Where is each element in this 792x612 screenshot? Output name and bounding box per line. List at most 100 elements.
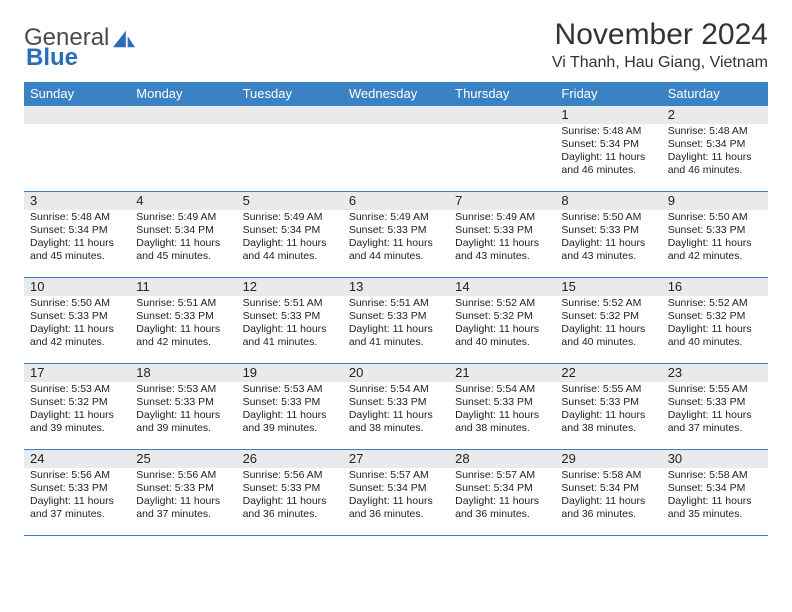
daylight-label: Daylight: 11 hours and 44 minutes. — [349, 237, 443, 263]
daylight-label: Daylight: 11 hours and 46 minutes. — [668, 151, 762, 177]
daylight-label: Daylight: 11 hours and 42 minutes. — [668, 237, 762, 263]
calendar-day-cell — [130, 106, 236, 192]
sunset-label: Sunset: 5:33 PM — [668, 224, 762, 237]
sunrise-label: Sunrise: 5:53 AM — [243, 383, 337, 396]
sunset-label: Sunset: 5:33 PM — [136, 482, 230, 495]
sunrise-label: Sunrise: 5:58 AM — [668, 469, 762, 482]
day-details: Sunrise: 5:53 AMSunset: 5:32 PMDaylight:… — [24, 382, 130, 439]
day-details: Sunrise: 5:48 AMSunset: 5:34 PMDaylight:… — [555, 124, 661, 181]
day-number: 8 — [555, 192, 661, 210]
sunrise-label: Sunrise: 5:57 AM — [349, 469, 443, 482]
sunset-label: Sunset: 5:32 PM — [561, 310, 655, 323]
calendar-page: General November 2024 Vi Thanh, Hau Gian… — [0, 0, 792, 548]
sunset-label: Sunset: 5:33 PM — [243, 396, 337, 409]
calendar-day-cell — [237, 106, 343, 192]
calendar-day-cell: 18Sunrise: 5:53 AMSunset: 5:33 PMDayligh… — [130, 364, 236, 450]
calendar-day-cell: 16Sunrise: 5:52 AMSunset: 5:32 PMDayligh… — [662, 278, 768, 364]
sunrise-label: Sunrise: 5:51 AM — [243, 297, 337, 310]
calendar-day-cell: 28Sunrise: 5:57 AMSunset: 5:34 PMDayligh… — [449, 450, 555, 536]
calendar-table: Sunday Monday Tuesday Wednesday Thursday… — [24, 82, 768, 536]
daylight-label: Daylight: 11 hours and 38 minutes. — [455, 409, 549, 435]
calendar-week-row: 17Sunrise: 5:53 AMSunset: 5:32 PMDayligh… — [24, 364, 768, 450]
daylight-label: Daylight: 11 hours and 39 minutes. — [136, 409, 230, 435]
sunrise-label: Sunrise: 5:53 AM — [30, 383, 124, 396]
day-number: 23 — [662, 364, 768, 382]
daylight-label: Daylight: 11 hours and 40 minutes. — [455, 323, 549, 349]
sunset-label: Sunset: 5:34 PM — [136, 224, 230, 237]
daylight-label: Daylight: 11 hours and 37 minutes. — [136, 495, 230, 521]
calendar-day-cell: 11Sunrise: 5:51 AMSunset: 5:33 PMDayligh… — [130, 278, 236, 364]
sunset-label: Sunset: 5:33 PM — [349, 224, 443, 237]
calendar-day-cell: 27Sunrise: 5:57 AMSunset: 5:34 PMDayligh… — [343, 450, 449, 536]
day-details: Sunrise: 5:48 AMSunset: 5:34 PMDaylight:… — [24, 210, 130, 267]
title-block: November 2024 Vi Thanh, Hau Giang, Vietn… — [552, 18, 768, 72]
calendar-day-cell: 10Sunrise: 5:50 AMSunset: 5:33 PMDayligh… — [24, 278, 130, 364]
day-number: 17 — [24, 364, 130, 382]
day-details: Sunrise: 5:56 AMSunset: 5:33 PMDaylight:… — [24, 468, 130, 525]
calendar-day-cell: 2Sunrise: 5:48 AMSunset: 5:34 PMDaylight… — [662, 106, 768, 192]
day-number: 2 — [662, 106, 768, 124]
daylight-label: Daylight: 11 hours and 45 minutes. — [136, 237, 230, 263]
sunset-label: Sunset: 5:33 PM — [243, 310, 337, 323]
daylight-label: Daylight: 11 hours and 39 minutes. — [30, 409, 124, 435]
sunset-label: Sunset: 5:34 PM — [30, 224, 124, 237]
day-details: Sunrise: 5:58 AMSunset: 5:34 PMDaylight:… — [662, 468, 768, 525]
day-number: 21 — [449, 364, 555, 382]
sunrise-label: Sunrise: 5:50 AM — [30, 297, 124, 310]
calendar-day-cell: 19Sunrise: 5:53 AMSunset: 5:33 PMDayligh… — [237, 364, 343, 450]
sunrise-label: Sunrise: 5:55 AM — [668, 383, 762, 396]
day-details: Sunrise: 5:56 AMSunset: 5:33 PMDaylight:… — [237, 468, 343, 525]
daylight-label: Daylight: 11 hours and 42 minutes. — [30, 323, 124, 349]
sunrise-label: Sunrise: 5:48 AM — [561, 125, 655, 138]
day-details: Sunrise: 5:48 AMSunset: 5:34 PMDaylight:… — [662, 124, 768, 181]
day-details: Sunrise: 5:57 AMSunset: 5:34 PMDaylight:… — [449, 468, 555, 525]
calendar-day-cell: 20Sunrise: 5:54 AMSunset: 5:33 PMDayligh… — [343, 364, 449, 450]
day-number: 26 — [237, 450, 343, 468]
day-number: 9 — [662, 192, 768, 210]
day-details: Sunrise: 5:57 AMSunset: 5:34 PMDaylight:… — [343, 468, 449, 525]
calendar-week-row: 24Sunrise: 5:56 AMSunset: 5:33 PMDayligh… — [24, 450, 768, 536]
calendar-day-cell: 7Sunrise: 5:49 AMSunset: 5:33 PMDaylight… — [449, 192, 555, 278]
dow-friday: Friday — [555, 82, 661, 106]
calendar-day-cell: 14Sunrise: 5:52 AMSunset: 5:32 PMDayligh… — [449, 278, 555, 364]
sunrise-label: Sunrise: 5:56 AM — [243, 469, 337, 482]
calendar-day-cell: 26Sunrise: 5:56 AMSunset: 5:33 PMDayligh… — [237, 450, 343, 536]
sunset-label: Sunset: 5:34 PM — [243, 224, 337, 237]
sunrise-label: Sunrise: 5:48 AM — [30, 211, 124, 224]
calendar-day-cell — [449, 106, 555, 192]
sunrise-label: Sunrise: 5:55 AM — [561, 383, 655, 396]
day-number: 25 — [130, 450, 236, 468]
sunset-label: Sunset: 5:33 PM — [561, 224, 655, 237]
sunset-label: Sunset: 5:34 PM — [349, 482, 443, 495]
sunrise-label: Sunrise: 5:53 AM — [136, 383, 230, 396]
day-number-band-empty — [130, 106, 236, 124]
calendar-day-cell: 17Sunrise: 5:53 AMSunset: 5:32 PMDayligh… — [24, 364, 130, 450]
sunrise-label: Sunrise: 5:51 AM — [136, 297, 230, 310]
sunrise-label: Sunrise: 5:57 AM — [455, 469, 549, 482]
calendar-day-cell: 3Sunrise: 5:48 AMSunset: 5:34 PMDaylight… — [24, 192, 130, 278]
day-number: 20 — [343, 364, 449, 382]
calendar-day-cell: 24Sunrise: 5:56 AMSunset: 5:33 PMDayligh… — [24, 450, 130, 536]
dow-sunday: Sunday — [24, 82, 130, 106]
calendar-day-cell: 29Sunrise: 5:58 AMSunset: 5:34 PMDayligh… — [555, 450, 661, 536]
calendar-day-cell: 23Sunrise: 5:55 AMSunset: 5:33 PMDayligh… — [662, 364, 768, 450]
day-details: Sunrise: 5:56 AMSunset: 5:33 PMDaylight:… — [130, 468, 236, 525]
day-details: Sunrise: 5:54 AMSunset: 5:33 PMDaylight:… — [449, 382, 555, 439]
sunrise-label: Sunrise: 5:49 AM — [243, 211, 337, 224]
day-number: 19 — [237, 364, 343, 382]
calendar-day-cell: 13Sunrise: 5:51 AMSunset: 5:33 PMDayligh… — [343, 278, 449, 364]
dow-tuesday: Tuesday — [237, 82, 343, 106]
day-details: Sunrise: 5:49 AMSunset: 5:34 PMDaylight:… — [130, 210, 236, 267]
daylight-label: Daylight: 11 hours and 43 minutes. — [561, 237, 655, 263]
calendar-day-cell: 25Sunrise: 5:56 AMSunset: 5:33 PMDayligh… — [130, 450, 236, 536]
daylight-label: Daylight: 11 hours and 35 minutes. — [668, 495, 762, 521]
calendar-day-cell: 12Sunrise: 5:51 AMSunset: 5:33 PMDayligh… — [237, 278, 343, 364]
daylight-label: Daylight: 11 hours and 36 minutes. — [455, 495, 549, 521]
day-number: 7 — [449, 192, 555, 210]
calendar-day-cell: 15Sunrise: 5:52 AMSunset: 5:32 PMDayligh… — [555, 278, 661, 364]
day-details: Sunrise: 5:51 AMSunset: 5:33 PMDaylight:… — [343, 296, 449, 353]
calendar-body: 1Sunrise: 5:48 AMSunset: 5:34 PMDaylight… — [24, 106, 768, 536]
sunrise-label: Sunrise: 5:49 AM — [455, 211, 549, 224]
sunset-label: Sunset: 5:33 PM — [243, 482, 337, 495]
calendar-day-cell: 30Sunrise: 5:58 AMSunset: 5:34 PMDayligh… — [662, 450, 768, 536]
